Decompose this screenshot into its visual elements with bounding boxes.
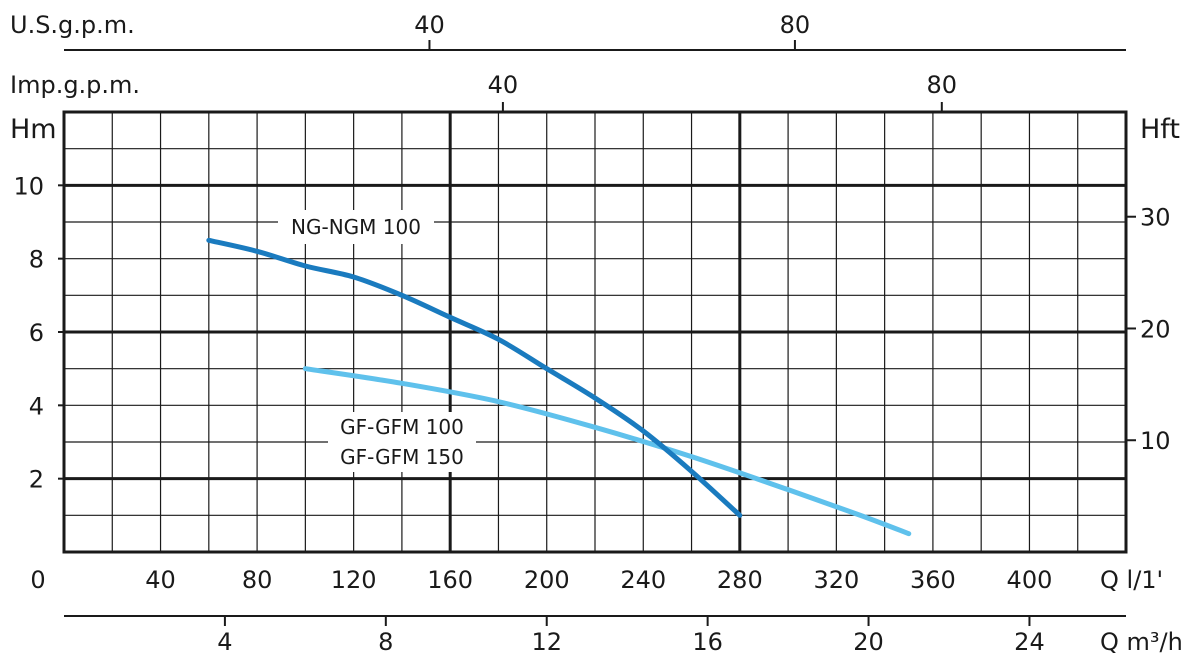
m3h-tick-label: 4 bbox=[217, 628, 232, 656]
x-axis-unit: Q l/1' bbox=[1100, 566, 1163, 594]
x-tick-label: 120 bbox=[331, 566, 377, 594]
usgpm-axis-unit: U.S.g.p.m. bbox=[10, 11, 135, 39]
y-tick-label: 8 bbox=[29, 246, 44, 274]
chart-labels: Hm Hft Q l/1' Q m³/h U.S.g.p.m. Imp.g.p.m. NG-… bbox=[10, 11, 1183, 656]
x-tick-label: 200 bbox=[524, 566, 570, 594]
x-tick-label: 80 bbox=[242, 566, 273, 594]
hft-tick-label: 10 bbox=[1140, 427, 1171, 455]
m3h-tick-label: 24 bbox=[1014, 628, 1045, 656]
chart-grid bbox=[64, 112, 1126, 552]
impgpm-axis-unit: Imp.g.p.m. bbox=[10, 71, 140, 99]
series-gf-gfm-line bbox=[302, 366, 912, 537]
y-tick-label: 2 bbox=[29, 466, 44, 494]
hft-tick-label: 20 bbox=[1140, 315, 1171, 343]
series-label-bg bbox=[328, 412, 476, 472]
y-tick-label: 6 bbox=[29, 319, 44, 347]
x-tick-label: 40 bbox=[145, 566, 176, 594]
x-tick-label: 160 bbox=[427, 566, 473, 594]
usgpm-tick-label: 80 bbox=[780, 11, 811, 39]
m3h-tick-label: 8 bbox=[378, 628, 393, 656]
y-tick-label: 4 bbox=[29, 392, 44, 420]
m3h-axis-unit: Q m³/h bbox=[1100, 628, 1183, 656]
m3h-tick-label: 16 bbox=[692, 628, 723, 656]
x-tick-label: 360 bbox=[910, 566, 956, 594]
x-tick-label: 400 bbox=[1007, 566, 1053, 594]
m3h-tick-label: 20 bbox=[853, 628, 884, 656]
hft-tick-label: 30 bbox=[1140, 204, 1171, 232]
x-tick-label: 0 bbox=[30, 566, 45, 594]
series-label-ng-ngm-100: NG-NGM 100 bbox=[291, 215, 421, 239]
series-label-gf-gfm-150: GF-GFM 150 bbox=[340, 445, 464, 469]
y-tick-label: 10 bbox=[13, 172, 44, 200]
y-axis-unit: Hm bbox=[10, 114, 57, 145]
x-tick-label: 320 bbox=[813, 566, 859, 594]
series-label-gf-gfm-100: GF-GFM 100 bbox=[340, 415, 464, 439]
impgpm-tick-label: 80 bbox=[927, 71, 958, 99]
series-label-bg bbox=[278, 210, 434, 244]
x-tick-label: 280 bbox=[717, 566, 763, 594]
usgpm-tick-label: 40 bbox=[414, 11, 445, 39]
m3h-tick-label: 12 bbox=[531, 628, 562, 656]
x-tick-label: 240 bbox=[620, 566, 666, 594]
impgpm-tick-label: 40 bbox=[488, 71, 519, 99]
hft-axis-unit: Hft bbox=[1140, 114, 1180, 145]
series-ng-ngm-100-line bbox=[206, 237, 743, 518]
series-layer bbox=[206, 237, 912, 537]
